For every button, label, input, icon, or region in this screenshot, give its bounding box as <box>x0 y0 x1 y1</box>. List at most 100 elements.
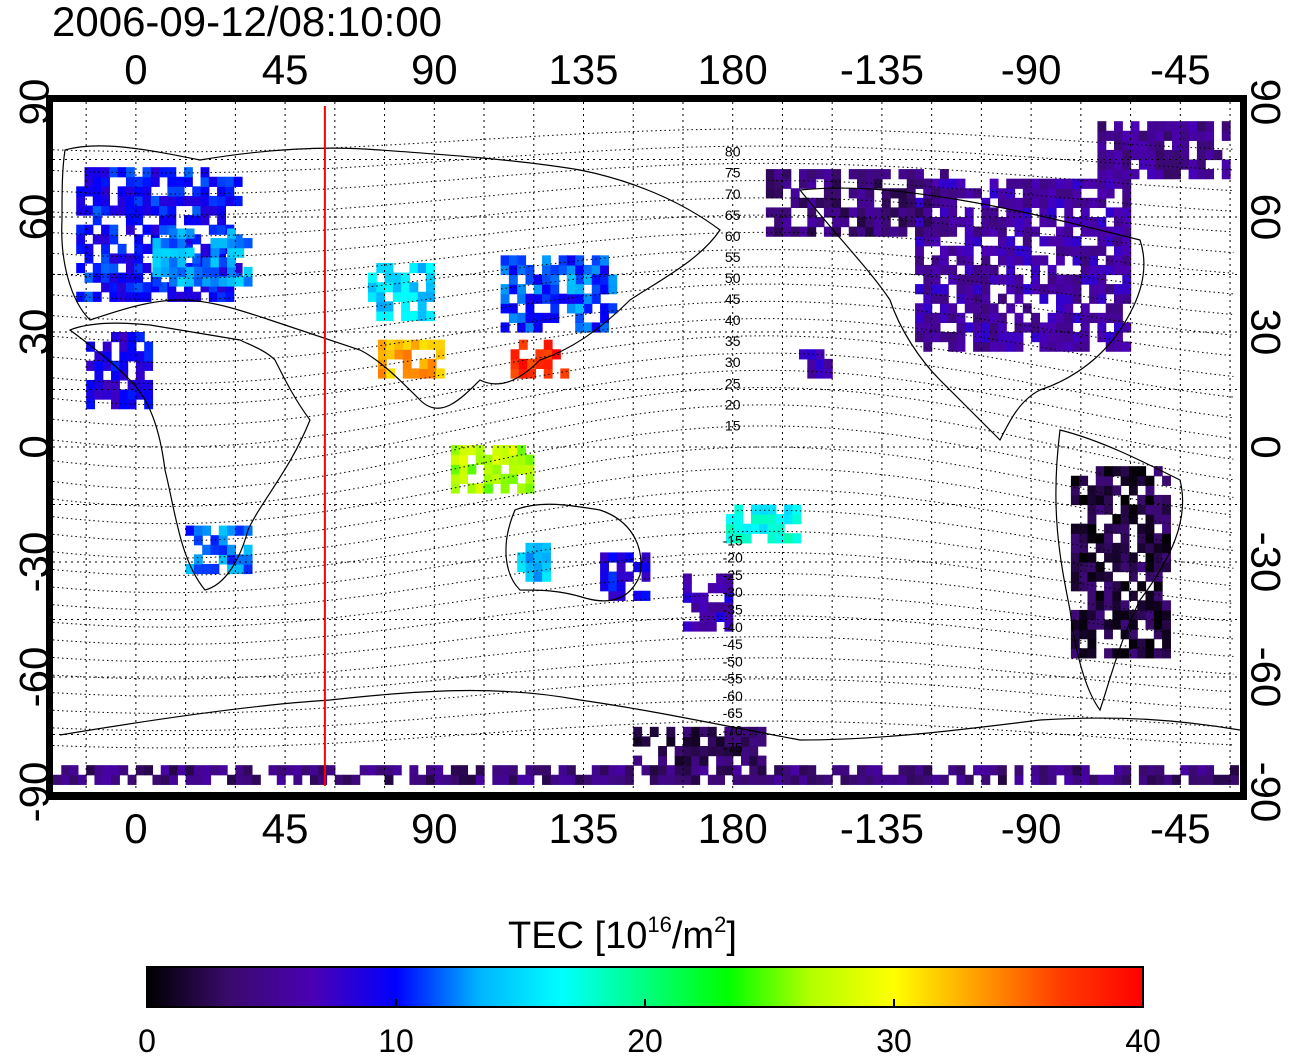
tec-cell <box>699 621 709 632</box>
tec-cell <box>152 257 162 268</box>
tec-cell <box>649 726 659 738</box>
tec-cell <box>500 322 510 333</box>
tec-cell <box>1055 226 1065 237</box>
tec-cell <box>1105 159 1115 170</box>
tec-cell <box>84 253 94 264</box>
tec-cell <box>1039 765 1049 776</box>
tec-cell <box>135 351 145 362</box>
tec-cell <box>981 226 991 237</box>
tec-cell <box>542 774 551 785</box>
tec-cell <box>1153 562 1163 573</box>
tec-cell <box>218 544 228 555</box>
tec-cell <box>1022 217 1032 228</box>
tec-cell <box>1079 533 1089 544</box>
tec-cell <box>208 176 218 187</box>
tec-cell <box>1055 188 1065 199</box>
tec-cell <box>417 301 427 312</box>
tec-cell <box>175 195 185 207</box>
tec-cell <box>401 291 411 302</box>
contour-label: 75 <box>725 165 741 181</box>
tec-cell <box>309 765 319 776</box>
tec-cell <box>134 263 144 274</box>
tec-cell <box>1122 217 1132 228</box>
tec-cell <box>1205 774 1215 785</box>
tec-cell <box>1145 571 1155 582</box>
tec-cell <box>1112 562 1122 573</box>
tec-cell <box>535 358 545 370</box>
tec-cell <box>923 312 933 324</box>
tec-cell <box>367 272 377 283</box>
tec-cell <box>699 765 709 776</box>
tec-cell <box>411 368 420 379</box>
tec-cell <box>873 178 883 189</box>
tec-cell <box>159 282 168 293</box>
tec-cell <box>94 370 104 381</box>
tec-cell <box>134 291 144 302</box>
tec-cell <box>973 765 982 776</box>
tec-cell <box>1031 274 1041 285</box>
tec-cell <box>608 581 618 592</box>
tec-cell <box>931 312 941 324</box>
tec-cell <box>159 215 168 226</box>
tec-cell <box>1114 121 1123 132</box>
tec-cell <box>608 774 618 785</box>
tec-cell <box>1080 341 1090 352</box>
tec-cell <box>1055 178 1065 189</box>
contour-label: -70 <box>723 722 743 738</box>
tec-cell <box>84 224 94 235</box>
tec-cell <box>1079 609 1089 621</box>
tec-cell <box>600 552 609 563</box>
tec-cell <box>964 217 974 228</box>
tec-cell <box>210 563 220 575</box>
tec-cell <box>691 602 701 613</box>
tec-cell <box>1006 236 1016 247</box>
tec-cell <box>127 332 137 343</box>
tec-cell <box>86 765 96 776</box>
contour-label: -65 <box>723 705 743 721</box>
tec-cell <box>823 188 833 199</box>
tec-cell <box>964 226 974 237</box>
tec-cell <box>1047 322 1057 333</box>
tec-cell <box>1120 600 1130 611</box>
tec-cell <box>707 621 717 632</box>
magnetic-latitude-contours <box>52 128 1234 749</box>
tec-cell <box>1104 619 1113 630</box>
tec-cell <box>1095 542 1105 554</box>
tec-cell <box>616 562 626 573</box>
tec-cell <box>1105 149 1115 161</box>
tec-cell <box>981 217 991 228</box>
tec-cell <box>583 293 593 304</box>
tec-cell <box>210 238 220 249</box>
tec-cell <box>1095 494 1105 506</box>
tec-cell <box>815 358 825 370</box>
tec-cell <box>923 188 933 199</box>
tec-cell <box>923 765 933 776</box>
tec-cell <box>1014 774 1024 785</box>
tec-cell <box>898 169 908 180</box>
tec-cell <box>109 253 119 264</box>
tec-cell <box>724 573 734 584</box>
tec-cell <box>517 552 527 563</box>
tec-cell <box>202 774 212 785</box>
tec-cell <box>1122 293 1132 304</box>
tec-cell <box>600 274 609 285</box>
tec-cell <box>1047 178 1057 189</box>
tec-cell <box>724 611 734 623</box>
tec-cell <box>409 282 419 293</box>
tec-cell <box>1120 581 1130 592</box>
tec-cell <box>500 293 510 304</box>
lat-tick-label-left: 90 <box>11 79 58 126</box>
tec-cell <box>774 169 784 180</box>
tec-cell <box>84 243 94 255</box>
tec-cell <box>1087 629 1097 640</box>
tec-cell <box>1079 562 1089 573</box>
tec-cell <box>402 368 412 379</box>
tec-cell <box>1014 332 1024 343</box>
colorbar: TEC [1016/m2] 0 10 20 30 40 <box>138 912 1161 1057</box>
tec-cell <box>981 264 991 276</box>
tec-cell <box>1047 765 1057 776</box>
lat-tick-label-left: -30 <box>11 532 58 593</box>
tec-cell <box>1087 494 1097 506</box>
tec-cell <box>1097 140 1107 151</box>
tec-cell <box>417 774 427 785</box>
